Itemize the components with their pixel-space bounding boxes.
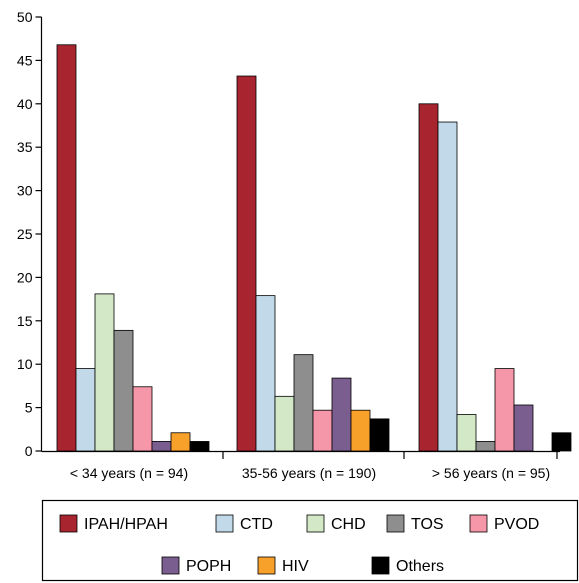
bar-others [369,418,390,452]
bar-chd [274,395,295,452]
bar-others [189,441,210,452]
x-tick-label: < 34 years (n = 94) [70,465,188,481]
bar-tos [293,354,314,452]
y-tick-label: 15 [17,313,33,329]
legend-swatch-others [371,556,390,575]
legend-label-poph: POPH [186,558,231,575]
bar-tos [475,441,496,452]
x-tick-label: > 56 years (n = 95) [432,465,550,481]
bars [56,44,572,452]
x-tick-label: 35-56 years (n = 190) [242,465,376,481]
legend-swatch-hiv [257,556,276,575]
legend-box [41,499,579,582]
legend: IPAH/HPAH CTD CHD TOS PVOD POPH HIV Others [41,499,579,582]
y-tick-label: 45 [17,52,33,68]
legend-label-others: Others [396,558,444,575]
y-tick-label: 30 [17,183,33,199]
legend-swatch-tos [386,514,405,533]
y-tick-label: 5 [25,400,33,416]
y-tick-label: 10 [17,356,33,372]
bar-tos [113,329,134,452]
legend-label-tos: TOS [411,516,444,533]
bar-ipah-hpah [418,103,439,452]
bar-ipah-hpah [56,44,77,452]
bar-ctd [75,368,96,452]
bar-chd [94,293,115,452]
legend-label-hiv: HIV [282,558,309,575]
legend-swatch-ipah-hpah [59,514,78,533]
bar-poph [151,441,172,452]
legend-swatch-poph [161,556,180,575]
bar-chd [456,414,477,452]
legend-swatch-chd [306,514,325,533]
legend-swatch-ctd [215,514,234,533]
legend-label-ipah-hpah: IPAH/HPAH [84,516,168,533]
bar-others [551,432,572,452]
y-axis: 0 5 10 15 20 25 30 35 40 45 50 [17,9,43,459]
legend-label-pvod: PVOD [494,516,539,533]
bar-ctd [255,295,276,452]
y-tick-label: 35 [17,139,33,155]
bar-pvod [494,368,515,452]
y-tick-label: 50 [17,9,33,25]
bar-ipah-hpah [236,75,257,452]
bar-pvod [312,409,333,452]
bar-poph [513,404,534,452]
bar-pvod [132,386,153,452]
bar-hiv [170,432,191,452]
bar-ctd [437,121,458,452]
y-tick-label: 40 [17,96,33,112]
legend-label-ctd: CTD [240,516,273,533]
y-tick-label: 25 [17,226,33,242]
y-tick-label: 20 [17,269,33,285]
bar-poph [331,377,352,452]
y-tick-label: 0 [25,443,33,459]
bar-hiv [350,409,371,452]
legend-swatch-pvod [469,514,488,533]
legend-label-chd: CHD [331,516,366,533]
x-axis: < 34 years (n = 94) 35-56 years (n = 190)… [41,450,560,481]
